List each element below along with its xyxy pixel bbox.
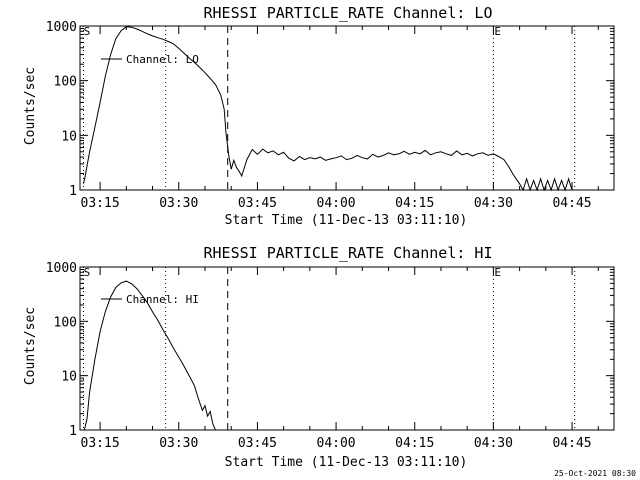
x-tick-label: 03:30 [159,436,198,451]
series-line [83,26,578,192]
x-tick-label: 04:00 [317,436,356,451]
y-tick-label: 10 [61,370,77,385]
x-tick-label: 03:15 [81,436,120,451]
x-axis-label: Start Time (11-Dec-13 03:11:10) [225,213,468,228]
y-axis-label: Counts/sec [23,67,38,145]
interval-marker-e: E [494,266,501,279]
panel-hi: RHESSI PARTICLE_RATE Channel: HI Counts/… [23,244,615,470]
x-tick-label: 04:30 [474,436,513,451]
series-line [83,280,216,431]
x-tick-label: 04:45 [552,436,591,451]
x-tick-label: 04:15 [395,196,434,211]
interval-marker-e: E [494,25,501,38]
panel-lo: RHESSI PARTICLE_RATE Channel: LO Counts/… [23,4,615,228]
x-tick-label: 04:15 [395,436,434,451]
y-tick-label: 1 [69,424,77,439]
interval-marker-s: S [84,266,91,279]
legend-label: Channel: LO [126,53,199,66]
x-tick-label: 04:45 [552,196,591,211]
x-tick-label: 03:45 [238,436,277,451]
y-tick-label: 10 [61,129,77,144]
y-tick-label: 1 [69,184,77,199]
plot-frame [79,25,615,191]
y-tick-label: 100 [54,315,77,330]
y-axis-label: Counts/sec [23,307,38,385]
x-tick-label: 04:30 [474,196,513,211]
legend-label: Channel: HI [126,293,199,306]
footer-timestamp: 25-Oct-2021 08:30 [554,469,636,478]
chart-title: RHESSI PARTICLE_RATE Channel: LO [204,4,493,22]
x-tick-label: 03:15 [81,196,120,211]
chart-title: RHESSI PARTICLE_RATE Channel: HI [204,244,493,262]
x-axis-label: Start Time (11-Dec-13 03:11:10) [225,455,468,470]
y-tick-label: 100 [54,75,77,90]
x-tick-label: 03:45 [238,196,277,211]
y-tick-label: 1000 [46,261,77,276]
x-tick-label: 03:30 [159,196,198,211]
x-tick-label: 04:00 [317,196,356,211]
y-tick-label: 1000 [46,20,77,35]
interval-marker-s: S [84,25,91,38]
plot-frame [79,266,615,431]
